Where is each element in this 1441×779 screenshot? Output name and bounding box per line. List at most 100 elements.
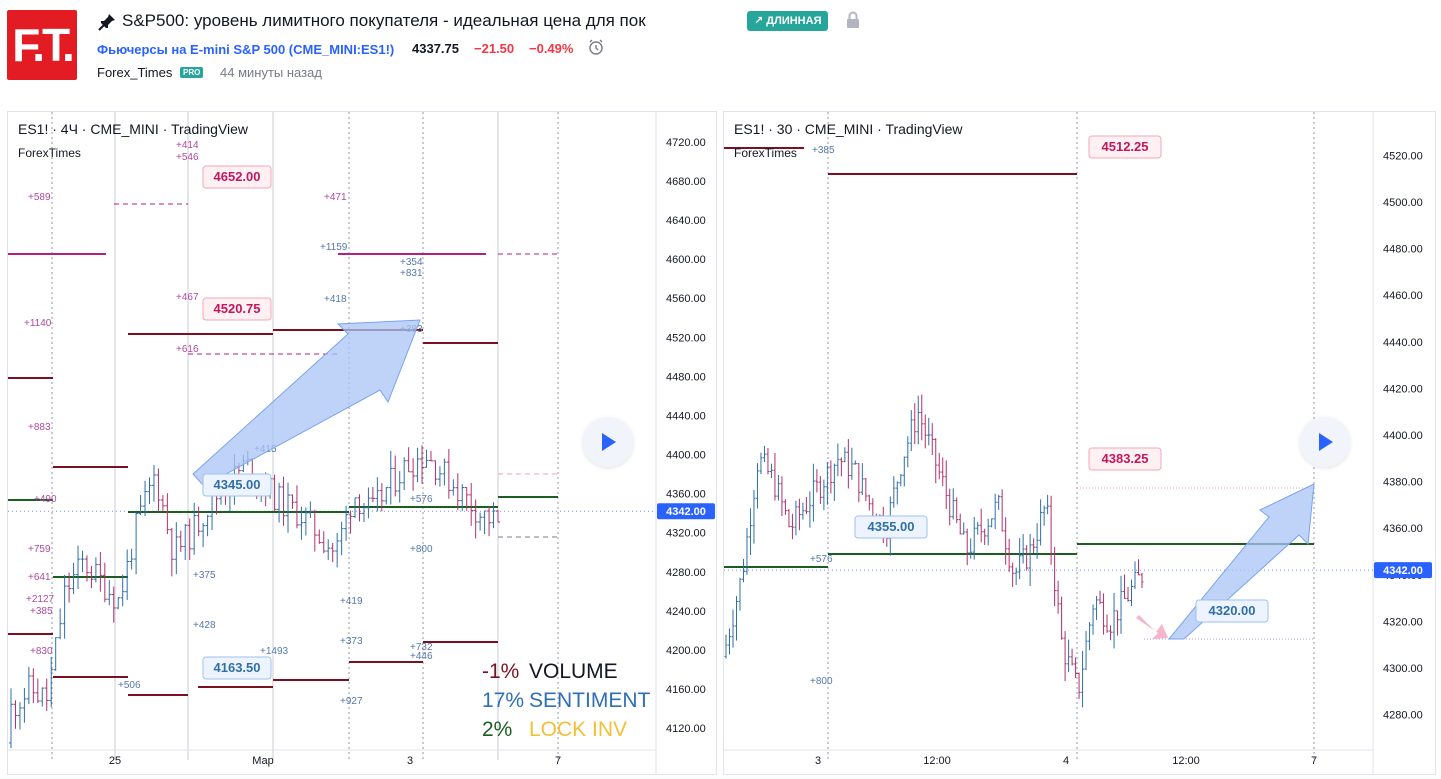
last-price-tag-label: 4342.00 [666, 506, 706, 518]
chart-4h-title: ES1! · 4Ч · CME_MINI · TradingView [18, 121, 249, 137]
y-tick-label: 4200.00 [666, 645, 706, 657]
y-tick-label: 4380.00 [1383, 477, 1423, 489]
x-tick-label: Мар [252, 755, 274, 767]
clock-icon[interactable] [587, 38, 605, 56]
last-price-tag [657, 503, 715, 520]
direction-badge: ↗ ДЛИННАЯ [747, 11, 829, 31]
last-price-tag [1374, 562, 1432, 579]
chart-4h-watermark: ForexTimes [18, 146, 81, 160]
price-callout-label: 4512.25 [1102, 139, 1149, 154]
symbol-link[interactable]: Фьючерсы на E-mini S&P 500 (CME_MINI:ES1… [97, 42, 395, 57]
y-tick-label: 4240.00 [666, 606, 706, 618]
y-tick-label: 4500.00 [1383, 197, 1423, 209]
volume-level-label: +446 [410, 651, 433, 662]
x-tick-label: 4 [1063, 755, 1069, 767]
x-tick-label: 7 [555, 755, 561, 767]
stat-label: VOLUME [529, 660, 618, 683]
x-tick-label: 7 [1311, 755, 1317, 767]
volume-level-label: +616 [176, 344, 199, 355]
y-tick-label: 4480.00 [666, 371, 706, 383]
chart-30m-play-button[interactable] [1300, 417, 1350, 467]
price-callout-box [1088, 447, 1162, 471]
y-tick-label: 4360.00 [1383, 523, 1423, 535]
volume-level-label: +490 [34, 494, 57, 505]
y-tick-label: 4520.00 [666, 332, 706, 344]
price-callout-box [1195, 599, 1269, 623]
projection-arrow [192, 319, 421, 487]
volume-level-label: +428 [193, 620, 216, 631]
volume-level-label: +927 [340, 696, 363, 707]
y-tick-label: 4120.00 [666, 723, 706, 735]
lock-icon [847, 11, 859, 28]
volume-level-label: +732 [410, 642, 433, 653]
price-callout-label: 4652.00 [214, 169, 261, 184]
stat-value: -1% [482, 660, 519, 683]
volume-level-label: +831 [400, 268, 423, 279]
chart-30m-watermark: ForexTimes [734, 146, 797, 160]
price-callout-box [202, 297, 272, 321]
y-tick-label: 4460.00 [1383, 290, 1423, 302]
volume-level-label: +385 [30, 606, 53, 617]
price-callout-label: 4383.25 [1102, 451, 1149, 466]
play-icon [602, 433, 616, 451]
pink-arrow [1136, 615, 1168, 639]
y-tick-label: 4420.00 [1383, 383, 1423, 395]
forextimes-logo[interactable]: F.T. [7, 10, 77, 80]
volume-level-label: +354 [400, 257, 423, 268]
y-tick-label: 4720.00 [666, 137, 706, 149]
price-callout-label: 4320.00 [1209, 603, 1256, 618]
volume-level-label: +373 [340, 636, 363, 647]
volume-level-label: +576 [410, 494, 433, 505]
volume-level-label: +419 [340, 596, 363, 607]
price-callout-box [202, 656, 272, 680]
price-callout-box [854, 515, 928, 539]
y-tick-label: 4400.00 [1383, 430, 1423, 442]
stat-label: LOCK INV [529, 718, 627, 741]
x-tick-label: 12:00 [1172, 755, 1200, 767]
y-tick-label: 4160.00 [666, 684, 706, 696]
y-tick-label: 4400.00 [666, 450, 706, 462]
volume-level-label: +546 [176, 152, 199, 163]
chart-30m-canvas[interactable]: 4280.004300.004320.004340.004360.004380.… [724, 112, 1435, 774]
chart-30m[interactable]: 4280.004300.004320.004340.004360.004380.… [723, 111, 1436, 775]
volume-level-label: +759 [28, 544, 51, 555]
y-tick-label: 4520.00 [1383, 150, 1423, 162]
volume-level-label: +1140 [24, 318, 52, 329]
volume-level-label: +467 [176, 292, 199, 303]
x-tick-label: 3 [815, 755, 821, 767]
x-tick-label: 25 [109, 755, 121, 767]
y-tick-label: 4280.00 [1383, 710, 1423, 722]
x-tick-label: 3 [407, 755, 413, 767]
volume-level-label: +576 [810, 554, 833, 565]
chart-4h-play-button[interactable] [583, 417, 633, 467]
price-callout-label: 4345.00 [214, 477, 261, 492]
price-callout-box [1088, 135, 1162, 159]
y-tick-label: 4680.00 [666, 176, 706, 188]
stat-value: 17% [482, 689, 524, 712]
chart-4h[interactable]: 4120.00 4160.00 4200.00 4240.00 4280.00 4320.… [7, 111, 717, 775]
price-callout-label: 4520.75 [214, 301, 261, 316]
y-tick-label: 4320.00 [1383, 616, 1423, 628]
price-callout-label: 4355.00 [868, 519, 915, 534]
y-tick-label: 4440.00 [666, 410, 706, 422]
idea-title: S&P500: уровень лимитного покупателя - и… [122, 11, 646, 30]
volume-level-label: +418 [324, 294, 347, 305]
volume-level-label: +1493 [260, 646, 289, 657]
volume-level-label: +375 [193, 570, 216, 581]
logo-text: F.T. [12, 19, 75, 71]
price-change: −21.50 [474, 41, 515, 56]
published-time: 44 минуты назад [220, 65, 322, 80]
chart-30m-title: ES1! · 30 · CME_MINI · TradingView [734, 121, 963, 137]
y-tick-label: 4280.00 [666, 567, 706, 579]
y-tick-label: 4300.00 [1383, 663, 1423, 675]
volume-level-label: +414 [176, 140, 199, 151]
author-name[interactable]: Forex_Times [97, 65, 173, 80]
volume-level-label: +800 [810, 676, 833, 687]
y-tick-label: 4560.00 [666, 293, 706, 305]
last-price: 4337.75 [412, 41, 459, 56]
volume-level-label: +641 [28, 572, 51, 583]
price-callout-label: 4163.50 [214, 660, 261, 675]
volume-level-label: +830 [30, 646, 53, 657]
volume-level-label: +1159 [320, 242, 348, 253]
chart-4h-canvas[interactable]: 4120.00 4160.00 4200.00 4240.00 4280.00 4320.… [8, 112, 716, 774]
